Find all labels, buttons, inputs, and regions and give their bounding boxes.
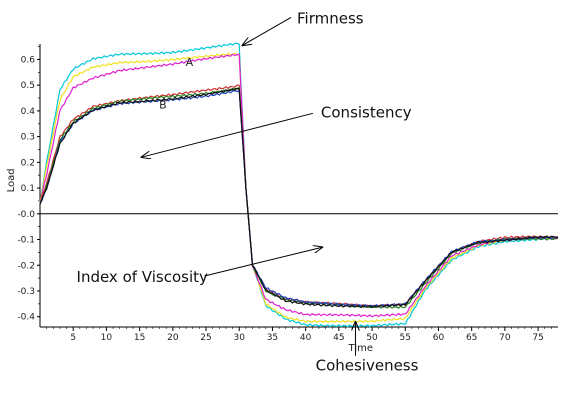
series-label: A xyxy=(186,56,194,69)
x-tick-label: 40 xyxy=(300,333,312,343)
series-line xyxy=(39,52,559,324)
y-tick-label: -0.0 xyxy=(17,210,35,220)
x-tick-label: 10 xyxy=(101,333,113,343)
x-tick-label: 30 xyxy=(234,333,246,343)
x-tick-label: 20 xyxy=(167,333,179,343)
x-tick-label: 45 xyxy=(333,333,344,343)
x-tick-label: 70 xyxy=(499,333,511,343)
y-tick-label: -0.1 xyxy=(17,236,35,246)
y-tick-label: -0.4 xyxy=(17,313,35,323)
y-tick-label: 0.2 xyxy=(21,158,35,168)
axes: 0.6 0.5 0.4 0.3 0.2 0.1 -0.0 -0.1 -0.2 -0.3 -0.4 5 1… xyxy=(17,44,558,343)
annotation-label: Index of Viscosity xyxy=(77,268,208,286)
annotation-arrow xyxy=(243,16,292,45)
annotation-arrow xyxy=(142,112,314,157)
series-line xyxy=(39,87,559,309)
x-tick-label: 75 xyxy=(532,333,543,343)
y-axis-label: Load xyxy=(6,168,17,192)
series-group xyxy=(39,42,559,328)
annotation-label: Consistency xyxy=(321,103,412,121)
y-tick-label: -0.2 xyxy=(17,261,35,271)
y-tick-label: 0.6 xyxy=(21,55,36,65)
x-tick-label: 55 xyxy=(400,333,411,343)
annotation-label: Cohesiveness xyxy=(316,357,419,375)
labels-group: A B Firmness Consistency Index of Viscosity C… xyxy=(77,9,419,374)
x-axis-label: Time xyxy=(348,343,373,354)
x-tick-label: 15 xyxy=(134,333,145,343)
x-tick-label: 65 xyxy=(466,333,477,343)
x-tick-label: 35 xyxy=(267,333,278,343)
x-tick-label: 60 xyxy=(433,333,445,343)
x-tick-label: 5 xyxy=(70,333,76,343)
y-tick-label: 0.1 xyxy=(21,184,35,194)
annotation-arrow xyxy=(204,247,323,277)
y-tick-label: -0.3 xyxy=(17,287,35,297)
y-tick-label: 0.3 xyxy=(21,133,35,143)
y-tick-label: 0.5 xyxy=(21,81,35,91)
x-tick-label: 50 xyxy=(366,333,378,343)
y-tick-label: 0.4 xyxy=(21,107,36,117)
annotation-label: Firmness xyxy=(297,9,364,27)
x-tick-label: 25 xyxy=(200,333,211,343)
series-line xyxy=(39,53,559,318)
series-label: B xyxy=(159,98,167,111)
